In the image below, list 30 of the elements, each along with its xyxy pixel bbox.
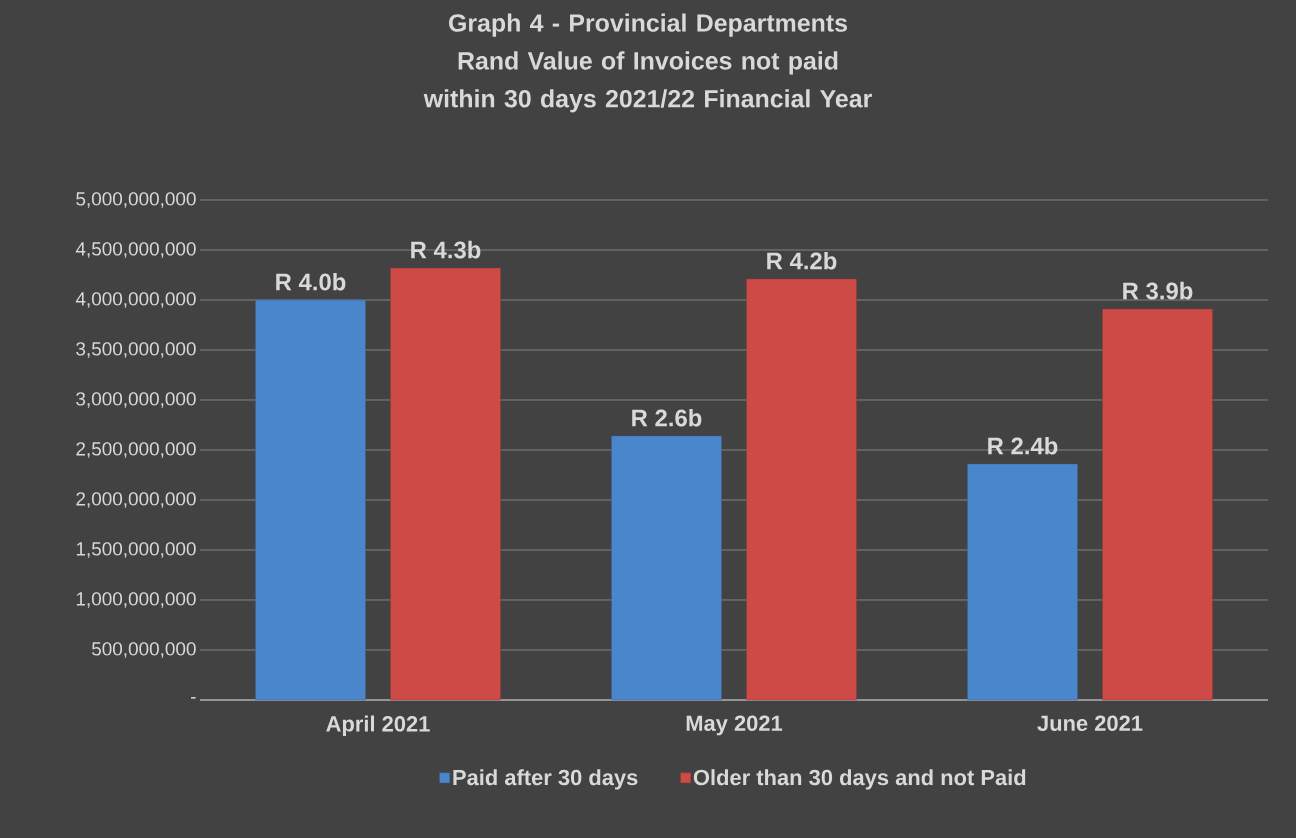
bar: [1102, 308, 1213, 701]
data-label: R 4.3b: [411, 240, 481, 259]
legend-label: Paid after 30 days: [453, 769, 638, 790]
y-tick-label: 3,000,000,000: [76, 392, 196, 408]
x-tick-label: May 2021: [686, 715, 783, 736]
y-tick-label: 3,500,000,000: [76, 342, 196, 358]
data-label: R 2.4b: [988, 436, 1058, 455]
bar: [967, 463, 1078, 701]
data-label: R 3.9b: [1123, 281, 1193, 300]
chart-title: Graph 4 - Provincial Departments: [449, 13, 847, 37]
bar: [746, 278, 857, 701]
y-tick-label: 2,500,000,000: [76, 442, 196, 458]
y-tick-label: 5,000,000,000: [76, 192, 196, 208]
y-tick-label: 4,500,000,000: [75, 242, 196, 258]
y-tick-label: 1,500,000,000: [76, 542, 196, 558]
y-tick-label: -: [191, 697, 196, 699]
x-tick-label: June 2021: [1037, 715, 1143, 732]
data-label: R 2.6b: [632, 408, 702, 427]
data-label: R 4.0b: [276, 272, 346, 291]
chart-subtitle: Rand Value of Invoices not paid within 30 days 2021/22 Financial Year: [423, 51, 872, 113]
legend-label: Older than 30 days and not Paid: [693, 769, 1026, 790]
bar: [255, 299, 366, 701]
data-label: R 4.2b: [767, 251, 837, 270]
bar: [390, 267, 501, 701]
x-tick-label: April 2021: [326, 715, 430, 736]
bar: [611, 435, 722, 701]
y-tick-label: 2,000,000,000: [76, 492, 196, 508]
y-tick-label: 500,000,000: [91, 642, 196, 658]
y-tick-label: 4,000,000,000: [75, 292, 196, 308]
y-tick-label: 1,000,000,000: [76, 592, 196, 608]
